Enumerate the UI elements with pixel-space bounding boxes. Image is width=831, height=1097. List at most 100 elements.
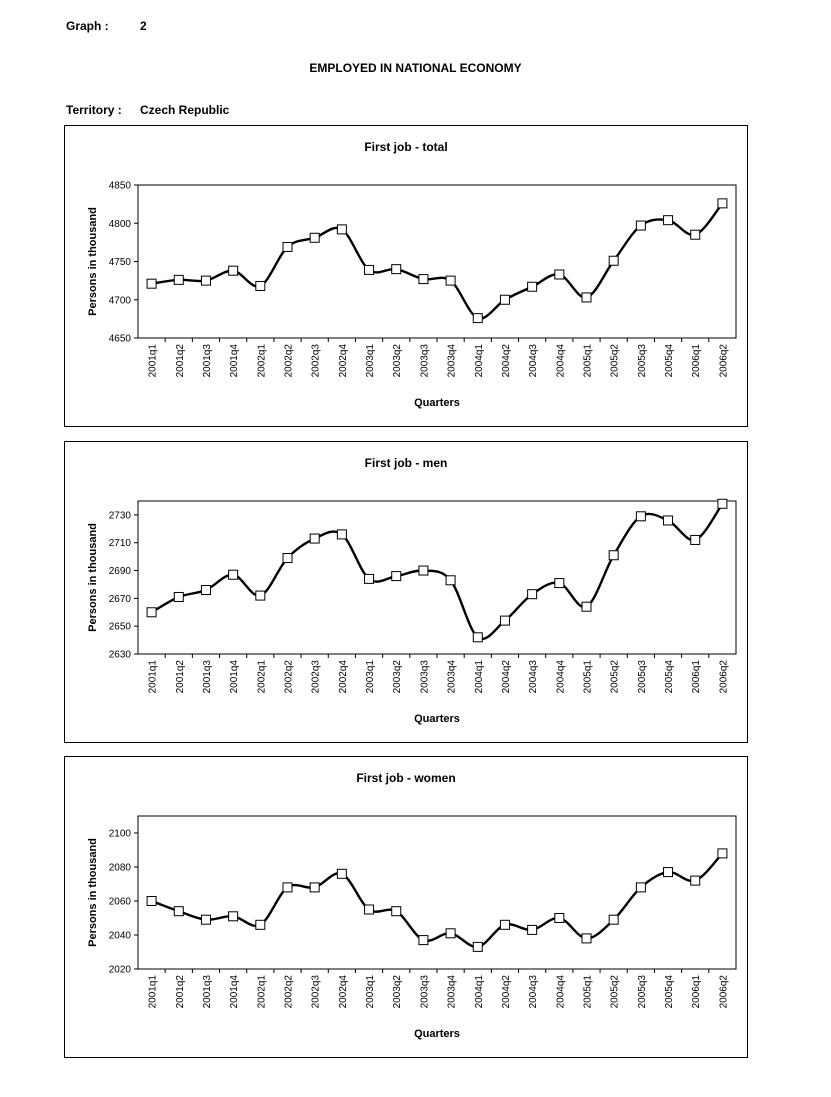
data-point [364,264,375,275]
y-axis-label: Persons in thousand [87,838,99,947]
y-tick-label: 2630 [109,650,132,661]
x-axis-label: Quarters [414,1028,460,1040]
data-point [228,265,239,276]
data-point [635,511,646,522]
x-tick-label: 2001q4 [229,975,240,1009]
x-tick-label: 2002q1 [256,975,267,1009]
data-point [445,575,456,586]
data-point [200,585,211,596]
data-point [200,914,211,925]
data-point [527,589,538,600]
x-tick-label: 2004q2 [501,660,512,694]
x-tick-label: 2004q3 [528,660,539,694]
x-tick-label: 2004q3 [528,975,539,1009]
x-tick-label: 2006q2 [718,660,729,694]
data-point [527,281,538,292]
x-tick-label: 2002q4 [338,660,349,694]
data-point [635,882,646,893]
data-point [581,292,592,303]
chart-svg: 2020 2040 2060 2080 2100 2001q1 2001q2 2001q3 20… [87,815,737,1040]
y-tick-label: 2060 [109,897,132,908]
data-point [690,875,701,886]
x-tick-label: 2001q3 [202,975,213,1009]
data-point [663,215,674,226]
x-tick-label: 2004q1 [474,660,485,694]
data-point [336,224,347,235]
x-tick-label: 2004q3 [528,344,539,378]
x-tick-label: 2003q4 [447,975,458,1009]
x-tick-label: 2001q3 [202,344,213,378]
plot-area [137,184,737,339]
data-point [282,882,293,893]
x-tick-label: 2006q2 [718,344,729,378]
chart-svg: 4650 4700 4750 4800 4850 2001q1 2001q2 2001q3 20… [87,181,737,409]
data-point [554,269,565,280]
data-point [499,615,510,626]
x-tick-label: 2002q1 [256,660,267,694]
x-tick-label: 2003q2 [392,344,403,378]
data-point [499,919,510,930]
data-point [690,229,701,240]
x-tick-label: 2005q1 [583,975,594,1009]
territory-label: Territory : [66,103,122,117]
x-tick-label: 2003q1 [365,660,376,694]
data-point [336,868,347,879]
data-point [554,913,565,923]
y-tick-label: 4700 [109,295,132,306]
plot-area [137,815,737,970]
data-point [309,533,320,544]
x-tick-label: 2006q1 [691,660,702,694]
x-tick-label: 2004q4 [555,975,566,1009]
y-tick-label: 4750 [109,257,132,268]
data-point [445,275,456,286]
data-point [282,553,293,564]
x-tick-label: 2002q3 [311,975,322,1009]
x-tick-label: 2006q1 [691,344,702,378]
data-point [173,906,184,917]
x-tick-label: 2006q1 [691,975,702,1009]
data-point [581,933,592,944]
graph-label: Graph : [66,19,109,33]
y-tick-label: 2020 [109,965,132,976]
data-point [391,571,402,582]
y-tick-label: 2100 [109,829,132,840]
data-point [663,515,674,526]
y-tick-label: 4850 [109,181,132,192]
data-point [200,275,211,286]
y-tick-label: 2040 [109,931,132,942]
data-point [663,867,674,878]
data-point [391,906,402,917]
data-point [255,280,266,291]
chart-title: First job - women [356,771,456,785]
x-axis-label: Quarters [414,713,460,725]
data-point [391,264,402,275]
data-point [472,941,483,952]
data-point [255,590,266,601]
data-point [146,278,157,289]
data-point [499,294,510,305]
data-point [418,274,429,285]
y-tick-label: 2690 [109,566,132,577]
plot-area [137,500,737,655]
x-tick-label: 2002q1 [256,344,267,378]
x-tick-label: 2005q4 [664,660,675,694]
series-line [150,503,724,641]
data-point [608,255,619,266]
territory-value: Czech Republic [140,103,230,117]
data-point [309,882,320,893]
x-tick-label: 2001q1 [148,660,159,694]
data-point [690,534,701,545]
data-point [309,232,320,243]
data-point [418,565,429,576]
data-point [717,198,728,209]
y-tick-label: 2080 [109,863,132,874]
x-tick-label: 2004q2 [501,975,512,1009]
data-point [173,274,184,285]
chart-title: First job - total [364,140,448,154]
x-tick-label: 2003q1 [365,344,376,378]
x-tick-label: 2002q2 [284,660,295,694]
data-point [527,924,538,935]
x-tick-label: 2004q4 [555,344,566,378]
x-tick-label: 2005q3 [637,660,648,694]
data-point [228,911,239,922]
